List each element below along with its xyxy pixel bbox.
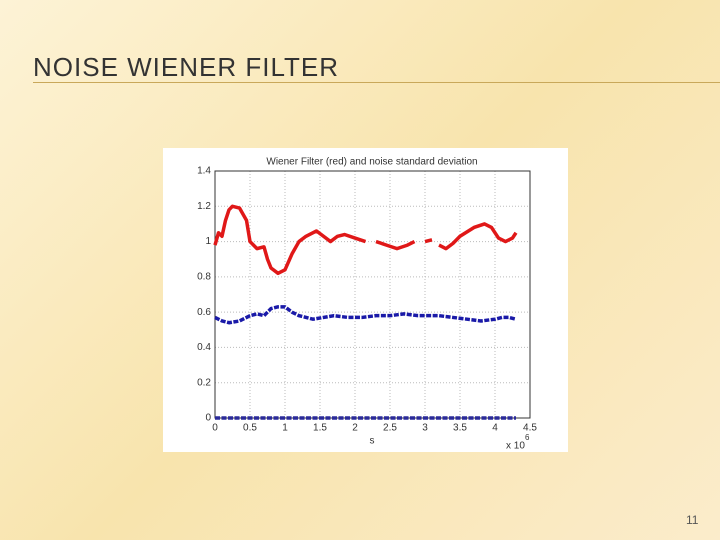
x-tick-label: 2 (352, 423, 358, 434)
x-exponent: 6 (525, 433, 530, 442)
x-tick-label: 3 (422, 423, 428, 434)
y-tick-label: 0 (205, 413, 211, 424)
x-tick-label: 1 (282, 423, 288, 434)
line-series (213, 204, 518, 276)
page-number: 11 (686, 513, 699, 527)
line-series (214, 305, 517, 325)
y-tick-label: 0.8 (197, 271, 211, 282)
x-tick-label: 0 (212, 423, 218, 434)
x-tick-label: 1.5 (313, 423, 327, 434)
y-tick-label: 1 (205, 236, 211, 247)
x-tick-label: 2.5 (383, 423, 397, 434)
chart-background (163, 148, 568, 452)
y-tick-label: 1.4 (197, 166, 211, 177)
title-rule (33, 82, 720, 83)
x-tick-label: 4 (492, 423, 498, 434)
x-multiplier: x 10 (506, 441, 525, 452)
slide-title: NOISE WIENER FILTER (33, 52, 339, 82)
y-tick-label: 0.2 (197, 377, 211, 388)
y-tick-label: 0.4 (197, 342, 211, 353)
x-tick-label: 0.5 (243, 423, 257, 434)
chart-title: Wiener Filter (red) and noise standard d… (266, 157, 477, 168)
x-tick-label: 3.5 (453, 423, 467, 434)
chart: Wiener Filter (red) and noise standard d… (163, 148, 568, 452)
x-tick-label: 4.5 (523, 423, 537, 434)
y-tick-label: 0.6 (197, 307, 211, 318)
y-tick-label: 1.2 (197, 201, 211, 212)
x-axis-label: s (370, 436, 375, 447)
